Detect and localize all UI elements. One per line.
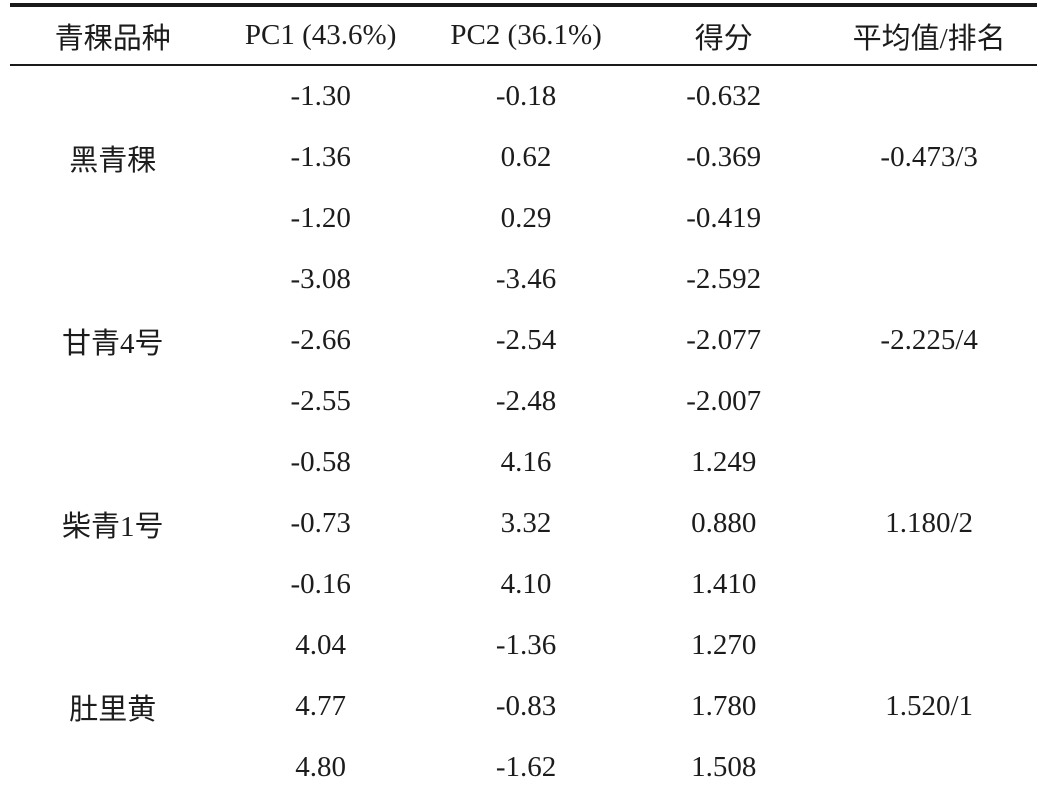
score-cell: -2.077 [686,324,762,356]
table-row: -0.16 4.10 1.410 [10,554,1037,615]
variety-cell: 肚里黄 [69,693,157,726]
col-header-average-rank: 平均值/排名 [821,5,1037,66]
variety-cell: 甘青4号 [61,327,164,360]
pc1-cell: -1.30 [290,80,351,112]
pc2-cell: -1.36 [495,629,557,661]
pc2-cell: -2.54 [495,324,557,356]
pc2-cell: 4.16 [500,446,552,478]
pc1-cell: -2.66 [290,324,351,356]
table-row: 4.80 -1.62 1.508 [10,737,1037,795]
header-row: 青稞品种 PC1 (43.6%) PC2 (36.1%) 得分 平均值/排名 [10,5,1037,66]
pc2-cell: -1.62 [495,751,557,783]
pc1-cell: 4.77 [295,690,347,722]
average-rank-cell: -0.473/3 [880,141,978,173]
pc2-cell: -2.48 [495,385,557,417]
score-cell: -2.007 [686,385,762,417]
pc1-cell: -0.16 [290,568,351,600]
table-row: 4.77 -0.83 1.780 [10,676,1037,737]
table-row: -2.66 -2.54 -2.077 [10,310,1037,371]
average-rank-cell: -2.225/4 [880,324,978,356]
score-cell: 0.880 [691,507,757,539]
pc2-cell: 4.10 [500,568,552,600]
pc1-cell: -0.58 [290,446,351,478]
pc2-cell: -3.46 [495,263,557,295]
pc2-cell: -0.83 [495,690,557,722]
col-header-pc2: PC2 (36.1%) [425,5,627,66]
pc1-cell: -0.73 [290,507,351,539]
table-row: 肚里黄 4.04 -1.36 1.270 1.520/1 [10,615,1037,726]
score-cell: -0.369 [686,141,762,173]
score-cell: 1.780 [691,690,757,722]
pc2-cell: 0.29 [500,202,552,234]
table-row: -0.73 3.32 0.880 [10,493,1037,554]
table-row: -1.20 0.29 -0.419 [10,188,1037,249]
score-cell: 1.249 [691,446,757,478]
score-cell: 1.270 [691,629,757,661]
pc2-cell: -0.18 [495,80,557,112]
variety-cell: 黑青稞 [69,144,157,177]
table-row: 黑青稞 -1.30 -0.18 -0.632 -0.473/3 [10,65,1037,177]
col-header-variety: 青稞品种 [10,5,216,66]
score-cell: -2.592 [686,263,762,295]
table-row: 柴青1号 -0.58 4.16 1.249 1.180/2 [10,432,1037,543]
pc1-cell: 4.04 [295,629,347,661]
score-cell: -0.419 [686,202,762,234]
col-header-score: 得分 [626,5,822,66]
table-row: -2.55 -2.48 -2.007 [10,371,1037,432]
pc1-cell: -1.36 [290,141,351,173]
pc1-cell: -1.20 [290,202,351,234]
col-header-pc1: PC1 (43.6%) [215,5,426,66]
score-cell: 1.410 [691,568,757,600]
average-rank-cell: 1.520/1 [885,690,974,722]
pc1-cell: -3.08 [290,263,351,295]
pca-score-table: 青稞品种 PC1 (43.6%) PC2 (36.1%) 得分 平均值/排名 黑… [10,3,1037,795]
table-row: 甘青4号 -3.08 -3.46 -2.592 -2.225/4 [10,249,1037,360]
score-cell: -0.632 [686,80,762,112]
pc2-cell: 0.62 [500,141,552,173]
pc1-cell: -2.55 [290,385,351,417]
pc1-cell: 4.80 [295,751,347,783]
table-row: -1.36 0.62 -0.369 [10,127,1037,188]
variety-cell: 柴青1号 [61,510,164,543]
pc2-cell: 3.32 [500,507,552,539]
score-cell: 1.508 [691,751,757,783]
average-rank-cell: 1.180/2 [885,507,974,539]
